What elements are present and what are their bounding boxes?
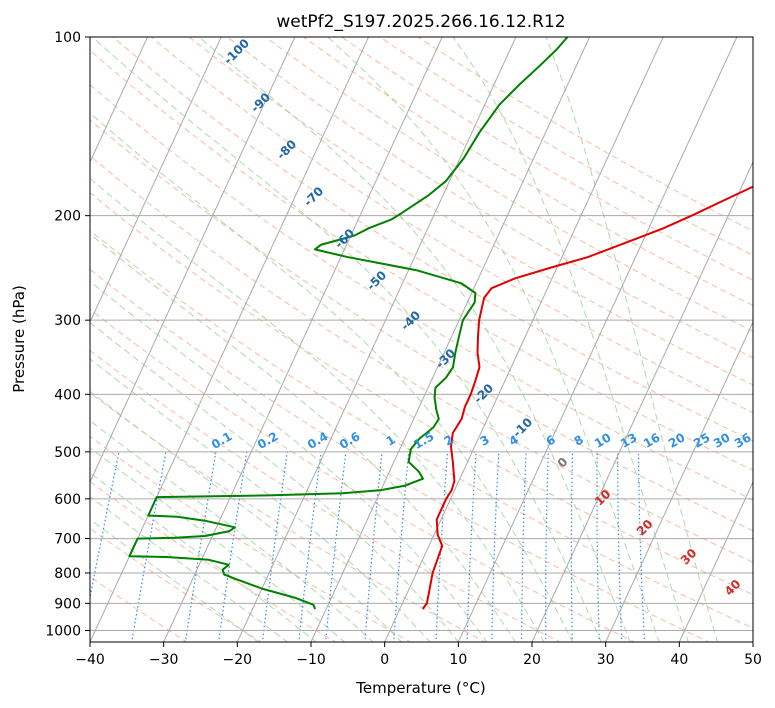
dry-adiabat-line [150,37,753,414]
moist-adiabat-line [90,358,431,642]
y-tick-label: 800 [54,566,81,582]
x-tick-label: 20 [523,652,541,668]
y-tick-label: 200 [54,209,81,225]
mixing-ratio-line [393,451,410,642]
dry-adiabat-line [90,49,753,471]
mixing-ratio-line [435,451,449,642]
isotherm-line [90,37,149,164]
moist-adiabat-line [545,37,718,642]
dry-adiabat-line [379,37,753,256]
dry-adiabat-line [90,229,753,629]
temperature-line [421,185,753,610]
moist-adiabat-line [90,447,346,642]
plot-frame [89,36,754,643]
dry-adiabat-line [226,37,753,359]
moist-adiabat-line [90,390,403,642]
dry-adiabat-line [90,527,263,642]
moist-adiabat-line [90,472,317,642]
y-tick-label: 900 [54,596,81,612]
dry-adiabat-line [302,37,753,307]
moist-adiabat-line [452,37,689,642]
dry-adiabat-line [188,37,753,386]
moist-adiabat-line [90,112,574,642]
isotherm-line [678,480,753,642]
profile-lines [128,37,753,610]
x-tick-label: −20 [223,652,253,668]
x-tick-label: −10 [296,652,326,668]
isotherm-line [531,160,753,642]
isotherm-line [384,37,664,642]
y-tick-label: 700 [54,532,81,548]
y-tick-label: 600 [54,492,81,508]
y-axis: 100 200 300 400 500 600 700 800 900 1000 [45,30,90,640]
mixing-ratio-line [298,451,322,642]
isotherm-line [605,320,753,642]
moist-adiabat-line [327,37,660,642]
y-tick-label: 100 [54,30,81,46]
isotherm-line [310,37,591,642]
moist-adiabat-line [90,518,260,642]
x-tick-label: −30 [149,652,179,668]
isotherm-line [90,37,222,324]
y-axis-title: Pressure (hPa) [10,285,28,393]
moist-adiabat-line [198,37,631,642]
dry-adiabat-line [112,37,753,442]
dry-adiabat-line [90,392,487,642]
y-tick-label: 400 [54,387,81,403]
dry-adiabat-line [90,481,337,642]
mixing-ratio-line [364,451,383,642]
dry-adiabat-line [340,37,753,281]
moist-adiabat-line [92,37,602,642]
isotherm-line [236,37,517,642]
x-axis: −40 −30 −20 −10 0 10 20 30 40 50 [75,642,762,668]
isotherm-line [163,37,443,642]
moist-adiabat-line [90,495,289,642]
dry-adiabat-line [90,192,753,596]
mixing-ratio-line [637,451,646,642]
moist-adiabat-line [90,177,545,642]
dry-adiabat-line [90,84,753,501]
dry-adiabat-line [417,37,753,232]
dewpoint-line [128,37,569,610]
x-tick-label: 30 [597,652,615,668]
dry-adiabat-line [90,349,561,642]
dry-adiabat-line [90,308,636,642]
mixing-ratio-line [466,451,477,642]
x-tick-label: 0 [380,652,389,668]
x-axis-title: Temperature (°C) [355,679,485,697]
isotherm-line [457,37,738,642]
y-tick-label: 300 [54,313,81,329]
isotherm-line [90,37,296,484]
x-tick-label: 10 [449,652,467,668]
x-tick-label: −40 [75,652,105,668]
moist-adiabat-line [90,322,459,642]
dry-adiabat-line [90,268,711,642]
mixing-ratio-line [325,451,347,642]
chart-title: wetPf2_S197.2025.266.16.12.R12 [276,12,565,32]
moist-adiabat-line [90,233,516,642]
y-tick-label: 500 [54,445,81,461]
x-tick-label: 50 [744,652,762,668]
y-tick-label: 1000 [45,624,81,640]
x-tick-label: 40 [670,652,688,668]
